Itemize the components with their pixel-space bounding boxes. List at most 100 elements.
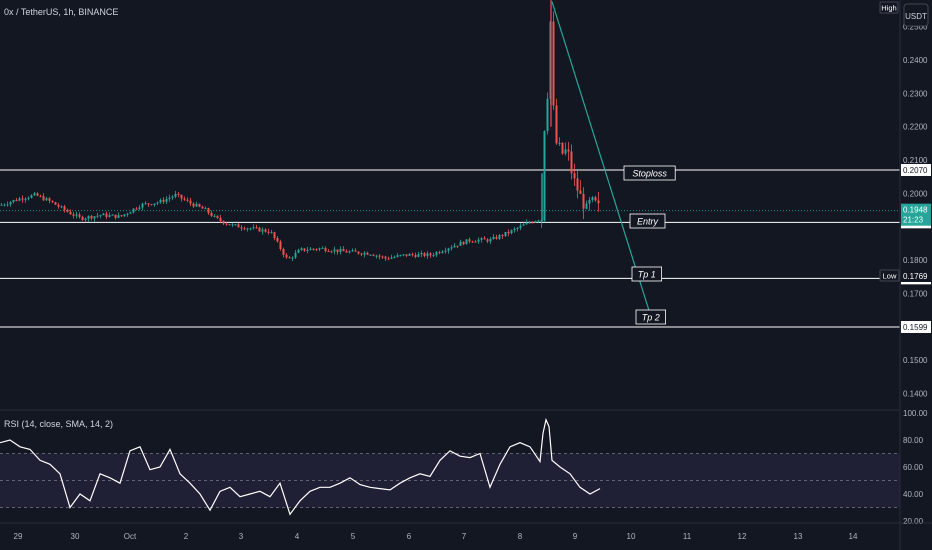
candle-body	[528, 222, 531, 224]
candle-body	[498, 235, 501, 239]
candle-body	[174, 193, 177, 197]
rsi-tick-label: 20.00	[903, 517, 924, 526]
candle-body	[279, 241, 282, 249]
candle-body	[255, 227, 258, 229]
candle-body	[189, 200, 192, 204]
candle-body	[330, 251, 333, 253]
candle-body	[165, 199, 168, 202]
candle-body	[516, 227, 519, 229]
candle-body	[429, 253, 432, 256]
candle-body	[72, 214, 75, 216]
candle-body	[276, 237, 279, 242]
time-tick-label: 14	[849, 532, 858, 541]
candle-body	[147, 203, 150, 205]
candle-body	[507, 231, 510, 234]
candle-body	[303, 248, 306, 251]
candle-body	[372, 254, 375, 256]
candle-body	[243, 228, 246, 230]
candle-body	[411, 254, 414, 256]
candle-body	[183, 198, 186, 200]
time-tick-label: 10	[627, 532, 636, 541]
time-tick-label: 11	[683, 532, 692, 541]
price-tick-label: 0.1800	[903, 256, 928, 265]
candle-body	[198, 204, 201, 207]
high-badge: High	[881, 4, 896, 13]
candle-body	[84, 218, 87, 220]
candle-body	[501, 235, 504, 237]
candle-body	[219, 217, 222, 221]
candle-body	[258, 227, 261, 232]
candle-body	[486, 239, 489, 242]
candle-body	[126, 213, 129, 215]
low-price-box	[901, 270, 931, 282]
candle-body	[273, 232, 276, 238]
candle-body	[129, 212, 132, 214]
candle-body	[213, 215, 216, 217]
candle-body	[417, 254, 420, 257]
candle-body	[210, 212, 213, 217]
candle-body	[384, 256, 387, 259]
candle-body	[102, 213, 105, 216]
candle-body	[0, 204, 3, 206]
candle-body	[381, 256, 384, 258]
current-price-box	[901, 203, 931, 226]
candle-body	[378, 255, 381, 257]
candle-body	[561, 142, 564, 154]
candle-body	[180, 194, 183, 199]
candle-body	[78, 214, 81, 217]
candle-body	[552, 21, 555, 106]
candle-body	[144, 203, 147, 205]
countdown-label: 21:23	[903, 216, 924, 225]
low-badge-box	[879, 269, 900, 282]
level-tag-box	[635, 309, 667, 325]
time-tick-label: 30	[71, 532, 80, 541]
candle-body	[153, 203, 156, 205]
price-tick-label: 0.1500	[903, 356, 928, 365]
candle-body	[543, 130, 546, 221]
candle-body	[231, 224, 234, 226]
level-price-box	[901, 321, 931, 333]
time-tick-label: 6	[407, 532, 412, 541]
candle-body	[459, 241, 462, 246]
candle-body	[204, 208, 207, 210]
candle-body	[195, 204, 198, 207]
candle-layer	[0, 0, 600, 261]
candle-body	[546, 98, 549, 131]
candle-body	[483, 238, 486, 240]
price-tick-label: 0.2100	[903, 156, 928, 165]
candle-body	[114, 214, 117, 218]
price-tick-label: 0.2500	[903, 23, 928, 32]
candle-body	[474, 241, 477, 243]
candle-body	[87, 216, 90, 219]
candle-body	[522, 224, 525, 226]
candle-body	[240, 227, 243, 229]
candle-body	[225, 223, 228, 225]
candle-body	[69, 211, 72, 215]
candle-body	[513, 228, 516, 231]
candle-body	[138, 207, 141, 209]
time-tick-label: 5	[351, 532, 356, 541]
time-tick-label: 29	[14, 532, 23, 541]
candle-body	[348, 251, 351, 253]
currency-button[interactable]	[903, 3, 929, 27]
rsi-tick-label: 80.00	[903, 436, 924, 445]
price-tick-label: 0.2300	[903, 89, 928, 98]
candle-body	[33, 193, 36, 196]
candle-body	[81, 216, 84, 220]
candle-body	[60, 206, 63, 208]
candle-body	[288, 257, 291, 259]
candle-body	[192, 203, 195, 207]
candle-body	[510, 230, 513, 234]
candle-body	[24, 198, 27, 200]
level-price-label: 0.1599	[903, 323, 928, 332]
candle-body	[162, 200, 165, 202]
candle-body	[576, 178, 579, 191]
candle-body	[351, 250, 354, 252]
candle-body	[318, 248, 321, 250]
candle-body	[558, 142, 561, 144]
candle-body	[387, 258, 390, 260]
level-tag-stoploss: Stoploss	[632, 169, 667, 179]
candle-body	[132, 208, 135, 213]
